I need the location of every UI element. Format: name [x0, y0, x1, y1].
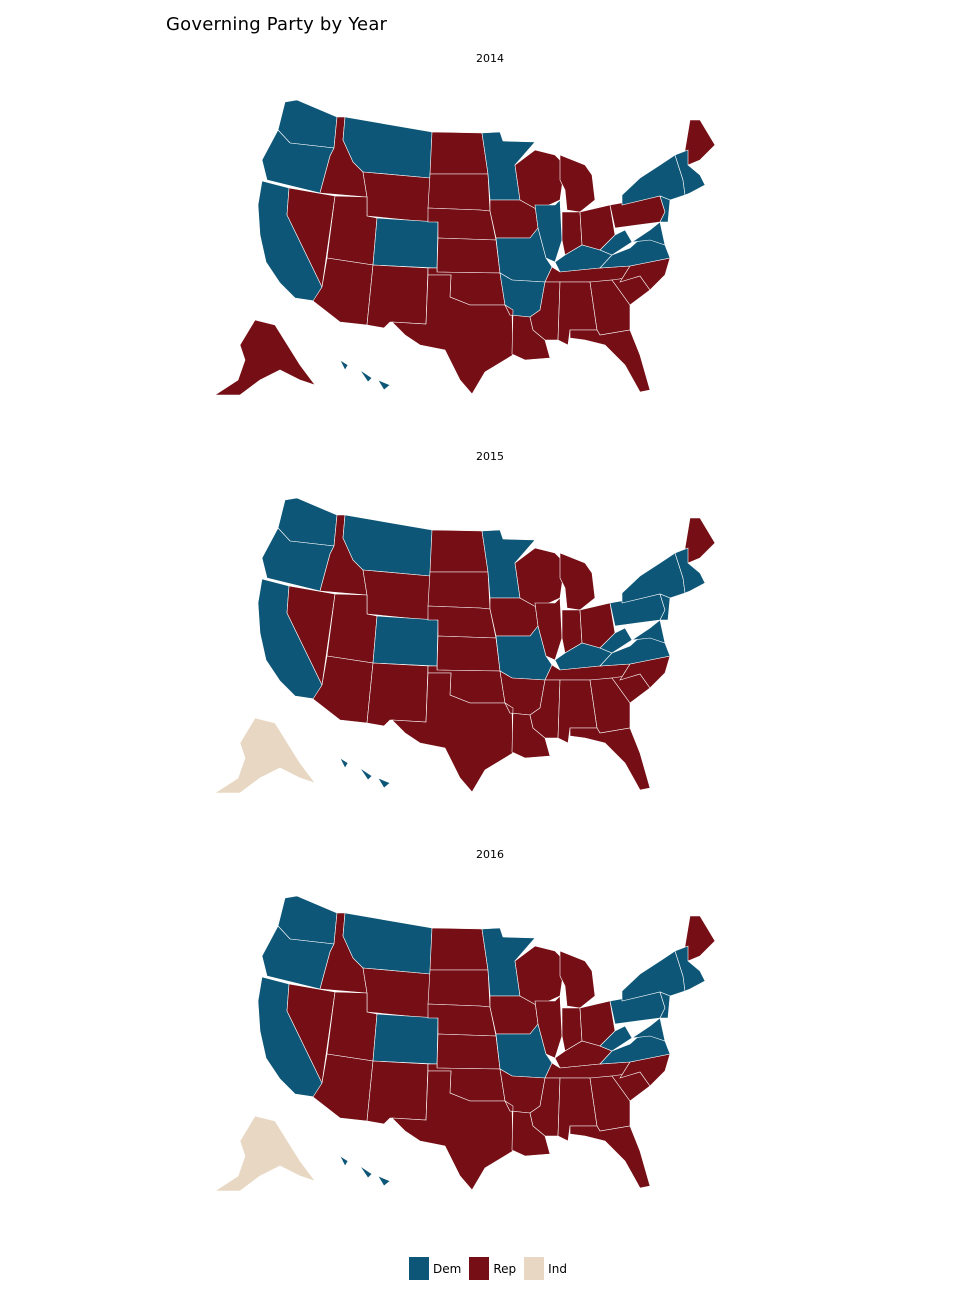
state-ks [436, 635, 501, 672]
state-nj [659, 991, 671, 1019]
state-ny [621, 154, 686, 206]
state-md [631, 1017, 666, 1042]
legend-swatch-ind [524, 1257, 545, 1280]
legend-item-ind: Ind [524, 1257, 567, 1280]
state-tx [391, 672, 514, 793]
state-fl [569, 727, 651, 791]
state-ne-new [674, 547, 706, 594]
state-wv [599, 627, 633, 654]
state-nm [366, 1060, 429, 1125]
legend-swatch-rep [469, 1257, 490, 1280]
state-wi [514, 547, 566, 609]
state-wi [514, 945, 566, 1007]
state-sd [427, 571, 491, 610]
state-md [631, 221, 666, 246]
state-mi [559, 552, 596, 611]
state-wv [599, 229, 633, 256]
legend-item-rep: Rep [469, 1257, 516, 1280]
state-ny [621, 950, 686, 1002]
state-tx [391, 274, 514, 395]
state-il [534, 597, 563, 661]
state-wi [514, 149, 566, 211]
state-ak [213, 319, 316, 396]
legend-label-ind: Ind [548, 1261, 567, 1276]
state-nj [659, 593, 671, 621]
panel-year-label: 2014 [476, 52, 504, 65]
state-nm [366, 264, 429, 329]
state-md [631, 619, 666, 644]
state-nd [429, 529, 489, 573]
state-fl [569, 329, 651, 393]
us-map-2014 [213, 99, 716, 398]
state-ak [213, 717, 316, 794]
state-wy [362, 569, 431, 621]
us-map-2015 [213, 497, 716, 796]
state-mi [559, 950, 596, 1009]
state-ne-new [674, 149, 706, 196]
state-me [684, 119, 716, 166]
state-ne [427, 605, 497, 639]
map-panel-2014: 2014 [0, 0, 980, 398]
legend-label-rep: Rep [493, 1261, 517, 1276]
map-panel-2015: 2015 [0, 398, 980, 796]
panel-year-label: 2015 [476, 450, 504, 463]
state-nd [429, 131, 489, 175]
state-sd [427, 969, 491, 1008]
state-nj [659, 195, 671, 223]
state-ny [621, 552, 686, 604]
state-sd [427, 173, 491, 212]
state-wy [362, 171, 431, 223]
state-ks [436, 237, 501, 274]
map-panel-2016: 2016 [0, 796, 980, 1194]
legend-item-dem: Dem [409, 1257, 461, 1280]
panel-year-label: 2016 [476, 848, 504, 861]
state-il [534, 995, 563, 1059]
state-il [534, 199, 563, 263]
state-ne [427, 1003, 497, 1037]
state-ne-new [674, 945, 706, 992]
state-hi [339, 1155, 399, 1194]
state-wy [362, 967, 431, 1019]
state-co [372, 1013, 439, 1065]
state-co [372, 615, 439, 667]
state-tx [391, 1070, 514, 1191]
state-hi [339, 359, 399, 398]
state-ks [436, 1033, 501, 1070]
state-ne [427, 207, 497, 241]
state-me [684, 915, 716, 962]
us-map-2016 [213, 895, 716, 1194]
state-me [684, 517, 716, 564]
state-mi [559, 154, 596, 213]
legend-swatch-dem [409, 1257, 430, 1280]
legend-label-dem: Dem [433, 1261, 462, 1276]
legend: Dem Rep Ind [0, 1257, 980, 1280]
state-la [504, 702, 551, 759]
chart-title: Governing Party by Year [166, 14, 388, 35]
state-ak [213, 1115, 316, 1192]
state-la [504, 304, 551, 361]
state-hi [339, 757, 399, 796]
state-nd [429, 927, 489, 971]
state-co [372, 217, 439, 269]
state-la [504, 1100, 551, 1157]
state-nm [366, 662, 429, 727]
state-wv [599, 1025, 633, 1052]
state-fl [569, 1125, 651, 1189]
